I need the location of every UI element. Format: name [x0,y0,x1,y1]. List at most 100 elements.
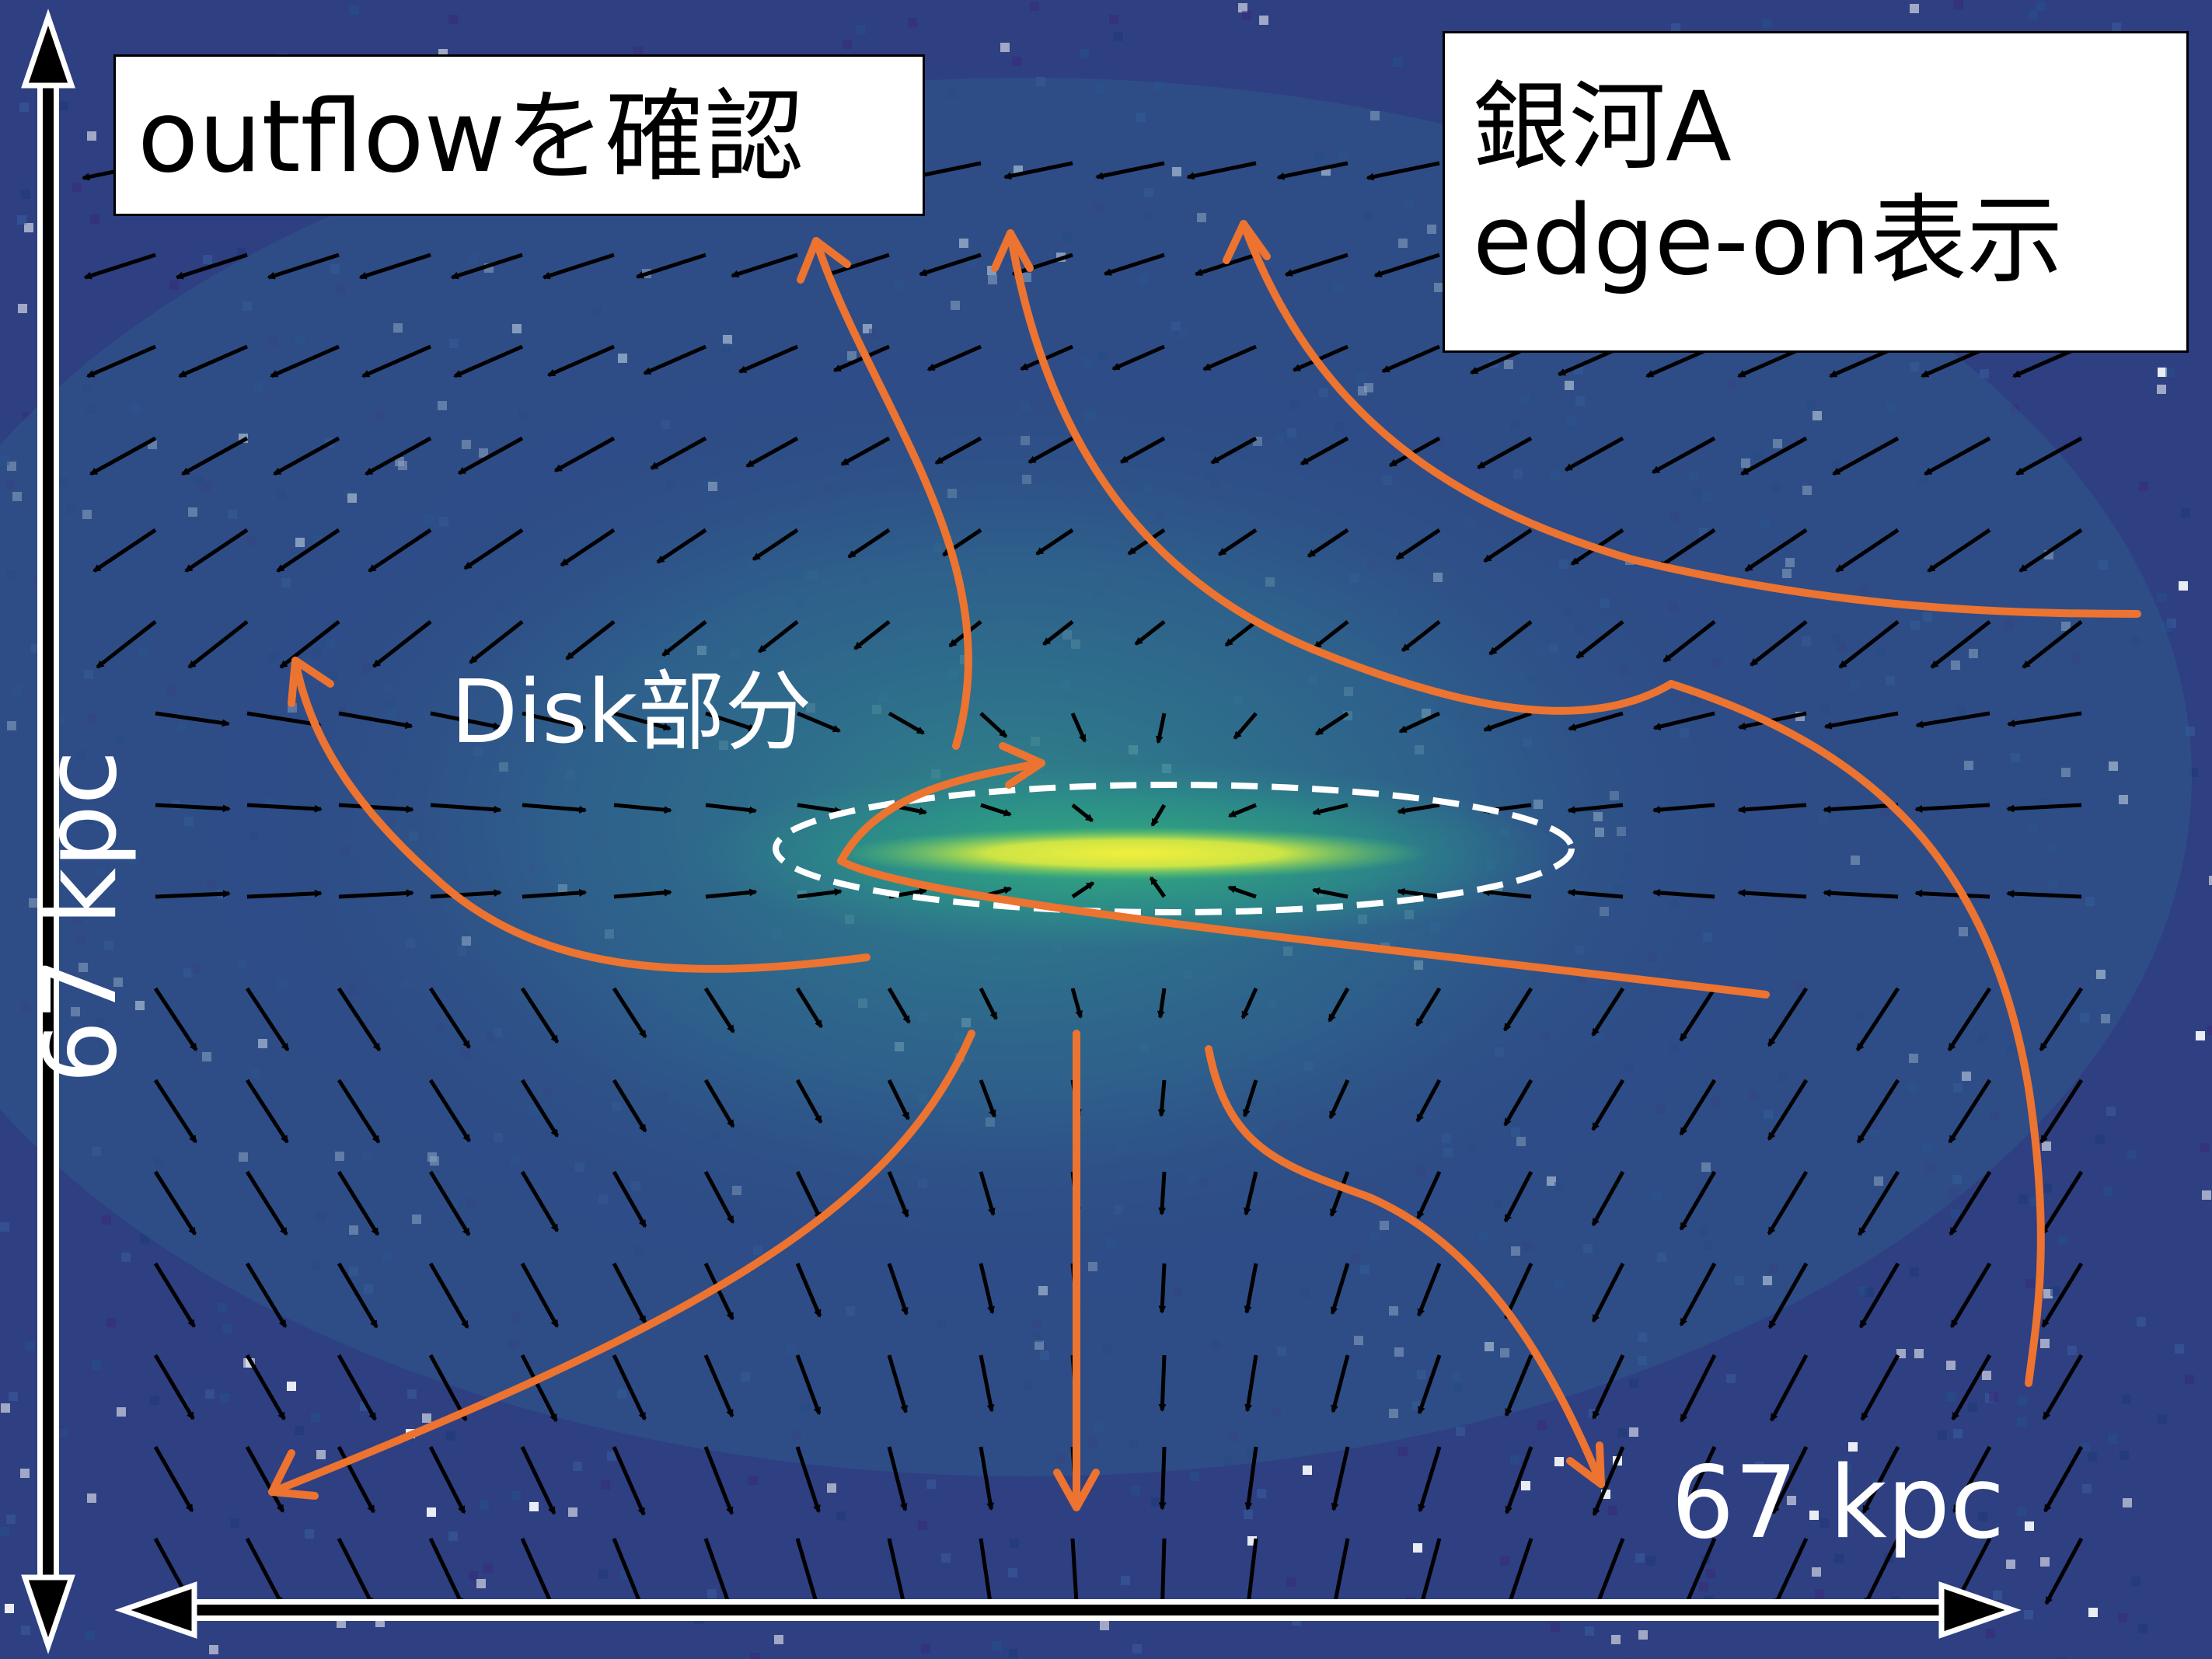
velocity-vector-arrow-icon [612,1262,647,1324]
velocity-vector-arrow-icon [887,1079,910,1121]
velocity-vector-arrow-icon [155,803,231,813]
velocity-vector-arrow-icon [1770,1354,1809,1422]
velocity-vector-arrow-icon [1855,987,1900,1052]
velocity-vector-arrow-icon [1856,1079,1900,1144]
velocity-vector-arrow-icon [840,436,891,466]
velocity-vector-arrow-icon [153,987,198,1051]
velocity-vector-arrow-icon [155,890,231,899]
velocity-vector-arrow-icon [1591,1170,1625,1227]
velocity-vector-arrow-icon [187,620,249,669]
velocity-vector-arrow-icon [1276,161,1348,180]
flow-streamline-arrow-icon [1053,1469,1100,1511]
velocity-vector-arrow-icon [795,1538,821,1612]
velocity-vector-arrow-icon [853,620,891,650]
flow-line-right-loop [1667,680,2045,1387]
velocity-vector-arrow-icon [1591,987,1625,1037]
velocity-vector-arrow-icon [2007,711,2082,727]
flow-streamline-arrow-icon [1566,1441,1605,1488]
velocity-vector-arrow-icon [337,1079,381,1144]
velocity-vector-arrow-icon [832,344,891,373]
velocity-vector-arrow-icon [1150,803,1167,827]
velocity-vector-arrow-icon [635,253,707,279]
velocity-vector-arrow-icon [153,1079,197,1144]
velocity-vector-arrow-icon [1155,713,1167,744]
velocity-vector-arrow-icon [1740,436,1808,476]
velocity-vector-arrow-icon [1070,1538,1080,1608]
velocity-vector-arrow-icon [1823,711,1899,730]
velocity-vector-arrow-icon [520,1354,558,1423]
velocity-vector-arrow-icon [1134,620,1166,646]
galaxy-label: 銀河A edge-on表示 [1443,31,2189,353]
disk-outline [773,782,1575,915]
velocity-vector-arrow-icon [847,528,891,559]
velocity-vector-arrow-icon [273,436,340,476]
flow-line-left [291,657,870,973]
velocity-vector-arrow-icon [1243,1171,1258,1216]
velocity-vector-arrow-icon [2043,1445,2084,1513]
velocity-vector-arrow-icon [2044,1537,2084,1605]
velocity-vector-arrow-icon [246,889,323,899]
velocity-vector-arrow-icon [979,1079,996,1118]
double-headed-scale-arrow-icon [114,1581,197,1639]
velocity-vector-arrow-icon [337,1262,379,1329]
velocity-vector-arrow-icon [1949,1262,1992,1329]
velocity-vector-arrow-icon [887,1263,909,1316]
velocity-vector-arrow-icon [153,1445,194,1513]
velocity-vector-arrow-icon [520,1445,556,1515]
flow-streamline-arrow-icon [999,742,1045,789]
velocity-vector-arrow-icon [2006,890,2082,899]
velocity-vector-arrow-icon [1329,1171,1350,1218]
velocity-vector-arrow-icon [337,1537,375,1606]
velocity-vector-arrow-icon [703,1354,734,1418]
velocity-vector-arrow-icon [758,620,799,653]
velocity-vector-arrow-icon [795,1170,822,1221]
velocity-vector-arrow-icon [1314,711,1349,736]
velocity-vector-arrow-icon [1244,1263,1258,1315]
velocity-vector-arrow-icon [795,1354,822,1416]
velocity-vector-arrow-icon [1119,436,1166,464]
velocity-vector-arrow-icon [887,1354,909,1414]
velocity-vector-arrow-icon [1328,987,1350,1023]
velocity-vector-arrow-icon [1388,436,1441,468]
velocity-vector-arrow-icon [1111,344,1166,371]
velocity-vector-arrow-icon [428,1079,471,1143]
velocity-vector-arrow-icon [1418,1446,1442,1513]
velocity-vector-arrow-icon [522,711,587,730]
velocity-vector-arrow-icon [2018,528,2083,573]
velocity-vector-arrow-icon [245,1354,286,1420]
velocity-vector-arrow-icon [1307,528,1349,558]
velocity-vector-arrow-icon [1835,528,1900,573]
velocity-vector-arrow-icon [1381,344,1441,374]
horizontal-scale-arrow [114,1581,2022,1639]
velocity-vector-arrow-icon [795,1446,821,1514]
velocity-vector-arrow-icon [1071,803,1094,823]
velocity-vector-arrow-icon [703,1538,733,1610]
velocity-vector-arrow-icon [1737,803,1807,814]
velocity-vector-arrow-icon [89,436,157,476]
velocity-vector-arrow-icon [1744,528,1808,573]
velocity-vector-arrow-icon [926,344,982,371]
velocity-vector-arrow-icon [613,711,672,731]
velocity-vector-arrow-icon [542,253,615,280]
velocity-vector-arrow-icon [1070,988,1083,1019]
velocity-vector-arrow-icon [1415,1079,1442,1123]
velocity-vector-arrow-icon [979,1446,995,1511]
velocity-vector-arrow-icon [1771,1445,1809,1514]
velocity-vector-arrow-icon [795,1263,822,1318]
velocity-vector-arrow-icon [1103,253,1165,276]
velocity-vector-arrow-icon [656,528,707,564]
velocity-vector-arrow-icon [428,1262,469,1330]
velocity-vector-arrow-icon [338,889,414,899]
velocity-vector-arrow-icon [919,253,982,277]
velocity-vector-arrow-icon [979,1171,996,1217]
velocity-vector-arrow-icon [338,803,414,814]
velocity-vector-arrow-icon [1284,253,1348,277]
velocity-vector-arrow-icon [1243,1079,1258,1118]
velocity-vector-arrow-icon [1095,161,1165,180]
velocity-vector-arrow-icon [463,528,524,570]
velocity-vector-arrow-icon [1679,1170,1717,1231]
velocity-vector-arrow-icon [153,1170,197,1236]
velocity-vector-arrow-icon [546,344,616,378]
velocity-vector-arrow-icon [980,803,1012,817]
velocity-vector-arrow-icon [1567,888,1624,899]
